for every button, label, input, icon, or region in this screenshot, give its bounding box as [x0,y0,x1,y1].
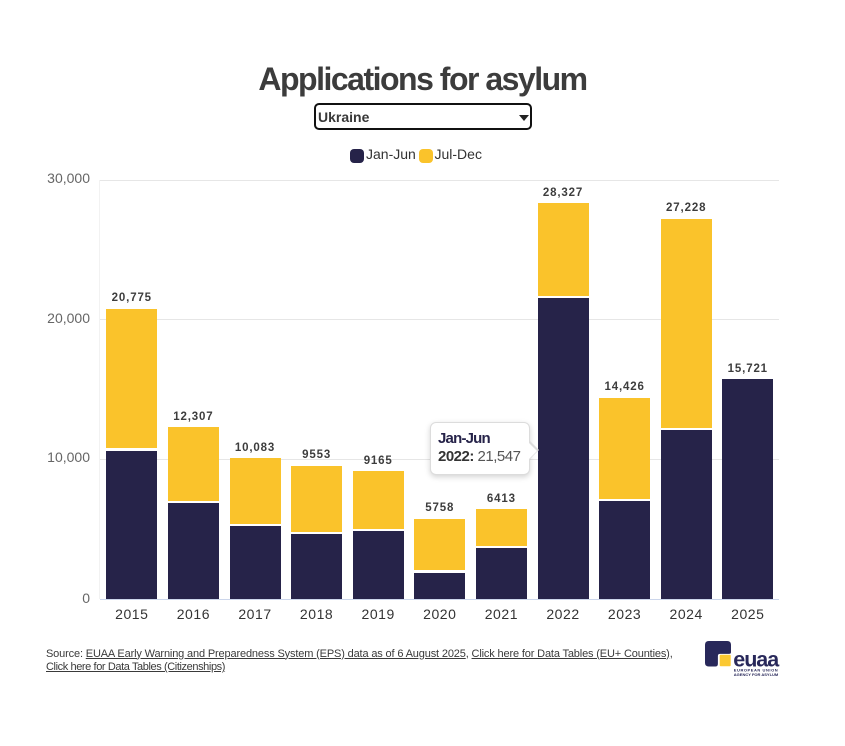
svg-text:euaa: euaa [733,648,780,672]
svg-text:AGENCY FOR ASYLUM: AGENCY FOR ASYLUM [734,672,779,677]
svg-text:EUROPEAN UNION: EUROPEAN UNION [734,667,778,672]
